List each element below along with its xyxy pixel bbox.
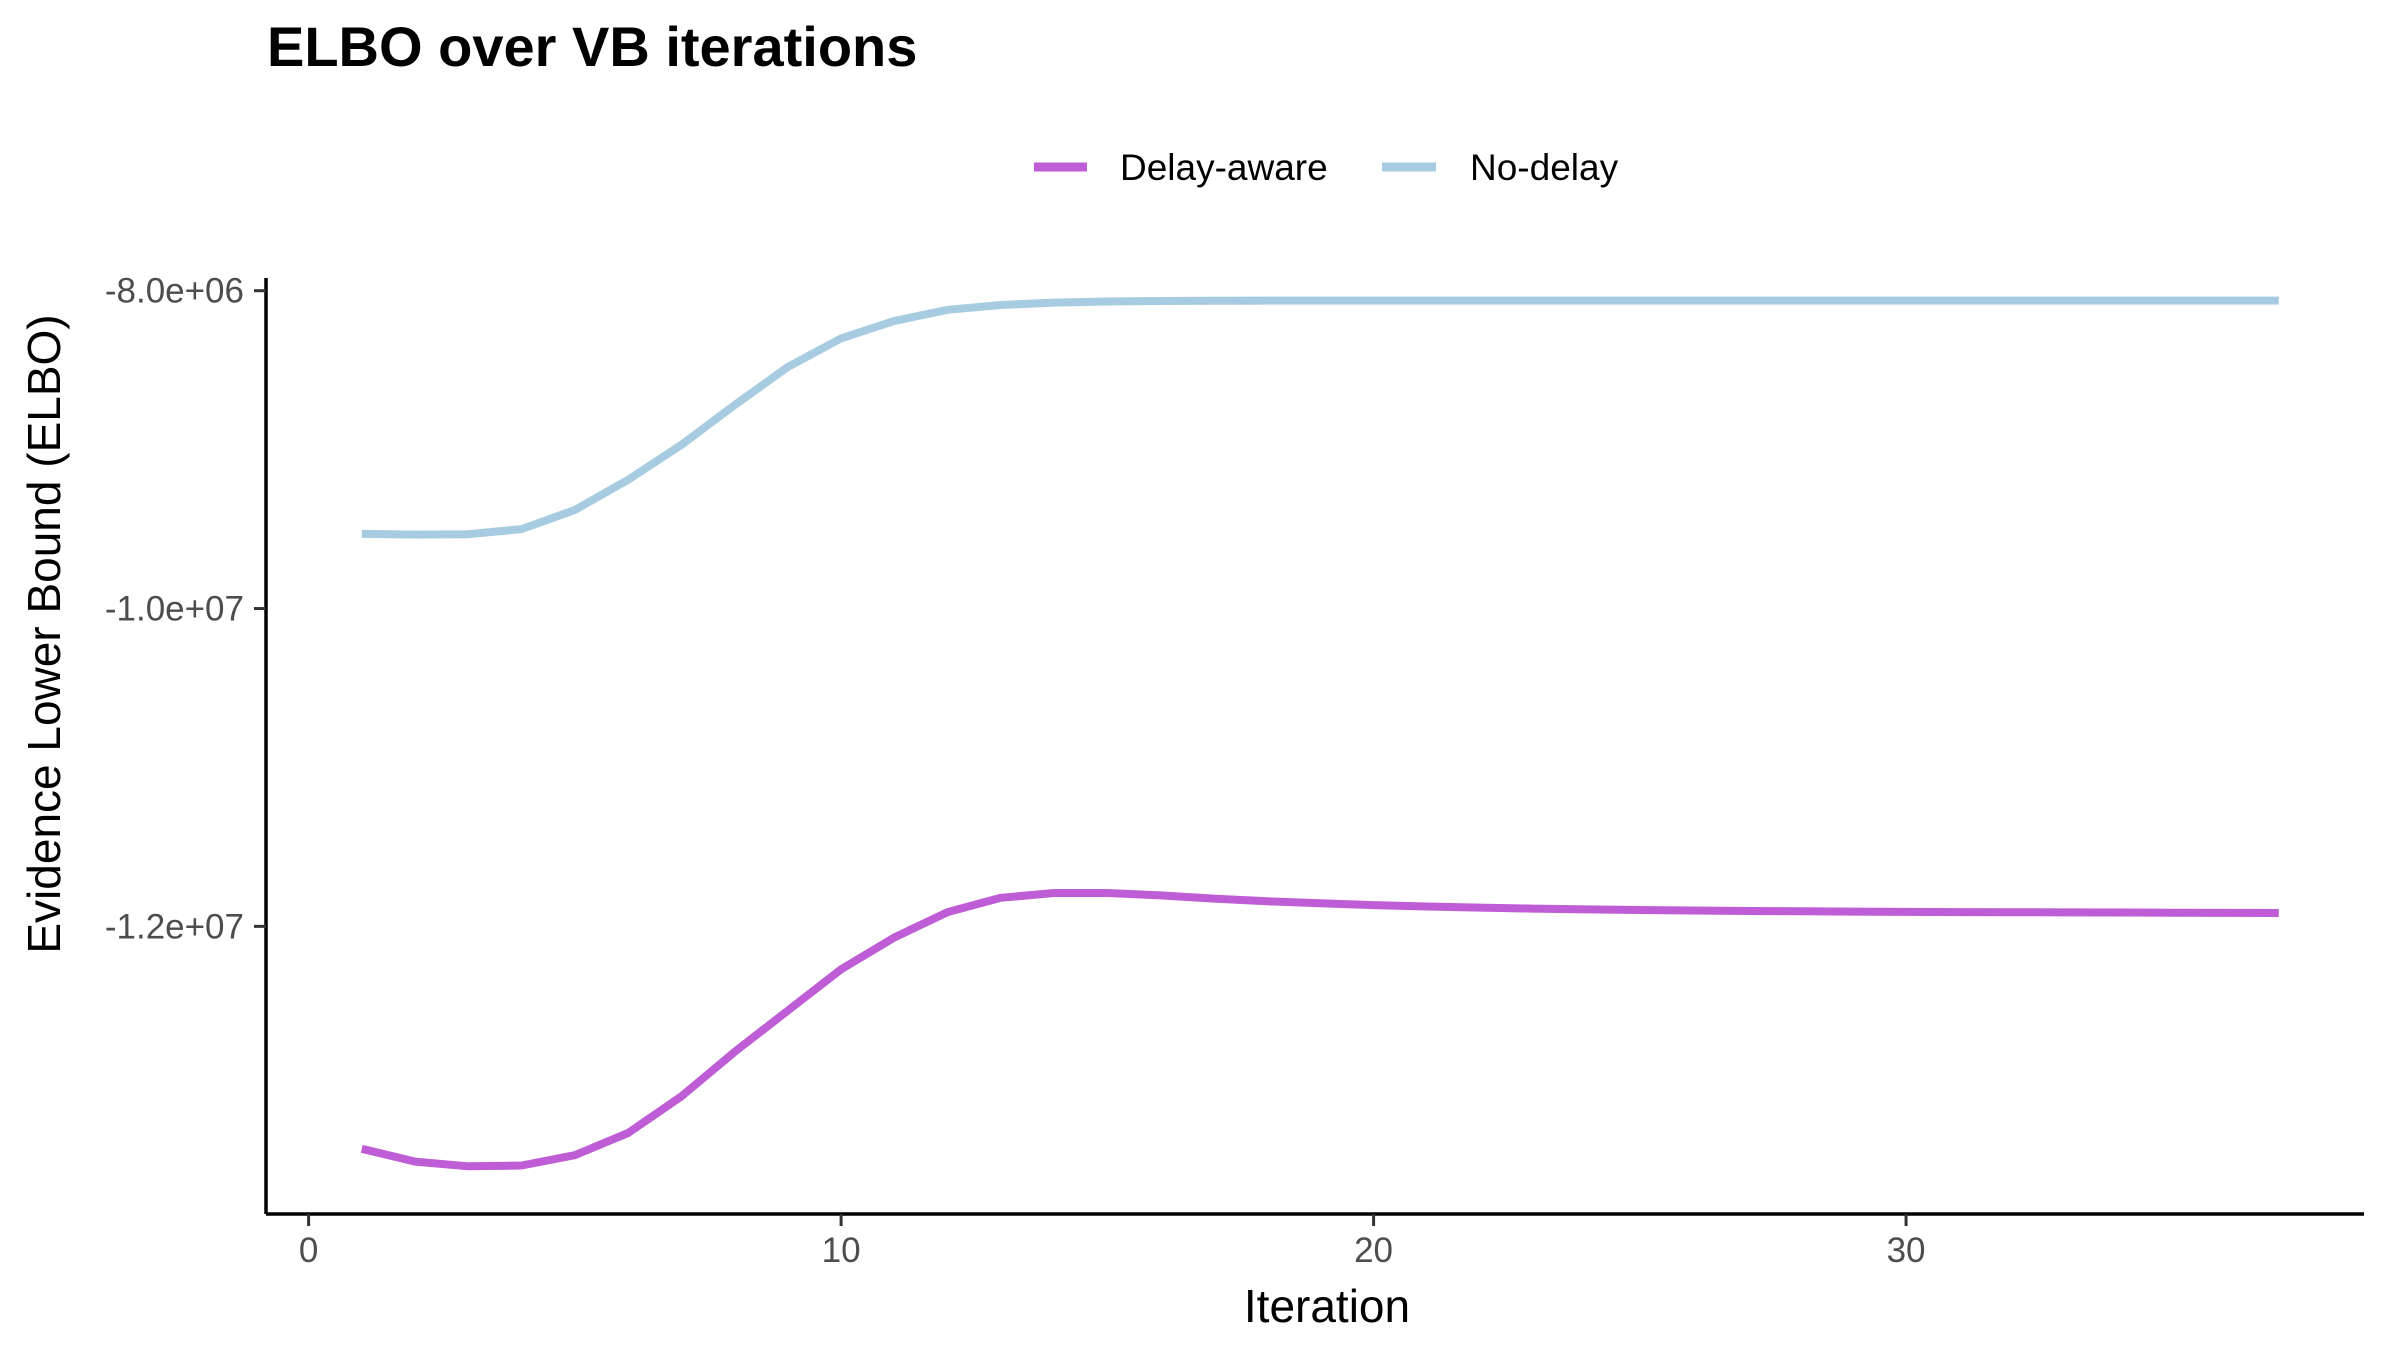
chart-title: ELBO over VB iterations xyxy=(267,15,917,78)
legend: Delay-aware No-delay xyxy=(1034,147,1619,188)
x-tick-label: 10 xyxy=(822,1231,861,1270)
legend-label-delay-aware: Delay-aware xyxy=(1120,147,1328,188)
y-axis-title: Evidence Lower Bound (ELBO) xyxy=(18,314,70,953)
x-tick-label: 30 xyxy=(1887,1231,1926,1270)
y-tick-label: -1.0e+07 xyxy=(105,590,244,629)
y-tick-label: -1.2e+07 xyxy=(105,907,244,946)
x-axis-title: Iteration xyxy=(1244,1280,1410,1332)
x-tick-label: 20 xyxy=(1354,1231,1393,1270)
series-layer xyxy=(360,296,2279,1171)
ticks-layer: 0 10 20 30 -8.0e+06 -1.0e+07 -1.2e+07 xyxy=(105,272,1926,1270)
series-line-delay-aware xyxy=(360,889,2279,1171)
series-line-no-delay xyxy=(361,296,2279,539)
legend-label-no-delay: No-delay xyxy=(1470,147,1619,188)
y-tick-label: -8.0e+06 xyxy=(105,272,244,311)
x-tick-label: 0 xyxy=(299,1231,318,1270)
